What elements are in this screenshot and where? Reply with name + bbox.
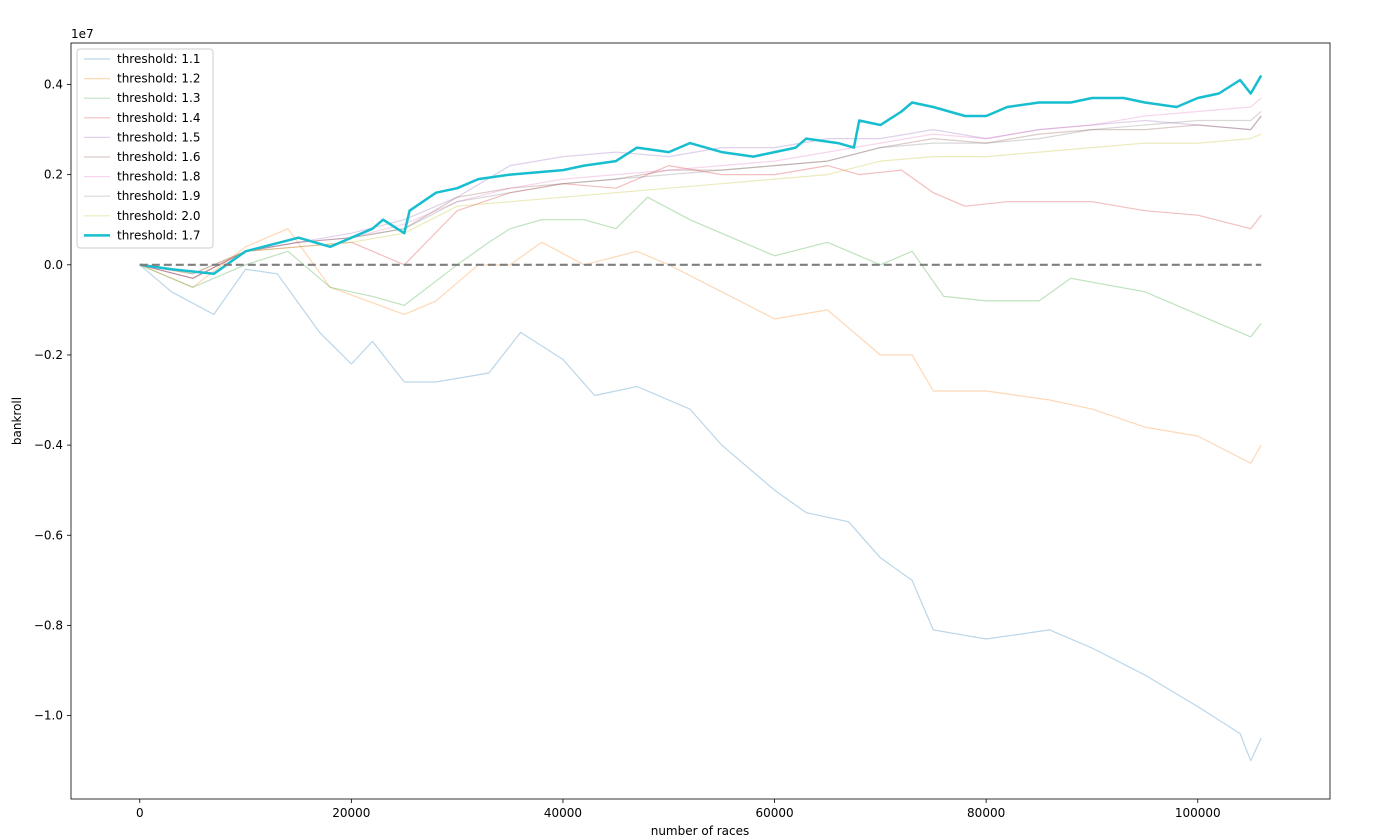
y-tick-label: −0.4 — [34, 438, 63, 452]
y-tick-label: 0.2 — [44, 168, 63, 182]
legend-frame — [76, 48, 214, 249]
legend-label: threshold: 1.2 — [117, 72, 200, 86]
axes-frame — [70, 42, 1331, 800]
y-tick-label: −1.0 — [34, 709, 63, 723]
x-tick-label: 0 — [136, 806, 144, 820]
y-tick-label: −0.6 — [34, 528, 63, 542]
legend-label: threshold: 1.6 — [117, 150, 200, 164]
legend-label: threshold: 1.9 — [117, 189, 200, 203]
x-axis-label: number of races — [651, 824, 750, 838]
y-tick-label: 0.4 — [44, 77, 63, 91]
series-line-threshold-1-9 — [139, 111, 1262, 275]
y-axis-scale-label: 1e7 — [71, 27, 94, 41]
legend-label: threshold: 2.0 — [117, 209, 200, 223]
axes-background — [71, 43, 1330, 799]
y-tick-label: 0.0 — [44, 258, 63, 272]
legend-label: threshold: 1.8 — [117, 170, 200, 184]
x-tick-label: 20000 — [332, 806, 370, 820]
legend: threshold: 1.1 threshold: 1.2 threshold: 1… — [76, 48, 214, 249]
x-tick-label: 80000 — [967, 806, 1005, 820]
plot-area — [70, 42, 1331, 800]
legend-label: threshold: 1.7 — [117, 228, 200, 242]
series-line-threshold-1-4 — [139, 165, 1262, 279]
x-axis-ticks: 0 20000 40000 60000 80000 100000 — [136, 799, 1221, 820]
series-line-threshold-1-1 — [139, 264, 1262, 762]
series-line-threshold-2-0 — [139, 133, 1262, 275]
series-line-threshold-1-7 — [139, 74, 1263, 276]
series-line-threshold-1-3 — [139, 196, 1262, 338]
series-line-threshold-1-8 — [139, 97, 1262, 275]
series-line-threshold-1-6 — [139, 115, 1262, 279]
legend-label: threshold: 1.3 — [117, 91, 200, 105]
legend-label: threshold: 1.1 — [117, 52, 200, 66]
y-tick-label: −0.8 — [34, 618, 63, 632]
series-line-threshold-1-5 — [139, 115, 1262, 279]
y-axis-ticks: 0.4 0.2 0.0 −0.2 −0.4 −0.6 −0.8 −1.0 — [34, 77, 71, 723]
series-line-threshold-1-2 — [139, 228, 1262, 464]
x-tick-label: 60000 — [755, 806, 793, 820]
legend-label: threshold: 1.5 — [117, 130, 200, 144]
y-axis-label: bankroll — [10, 397, 24, 445]
legend-label: threshold: 1.4 — [117, 111, 200, 125]
x-tick-label: 40000 — [544, 806, 582, 820]
y-tick-label: −0.2 — [34, 348, 63, 362]
x-tick-label: 100000 — [1175, 806, 1221, 820]
series-layer — [139, 74, 1263, 762]
